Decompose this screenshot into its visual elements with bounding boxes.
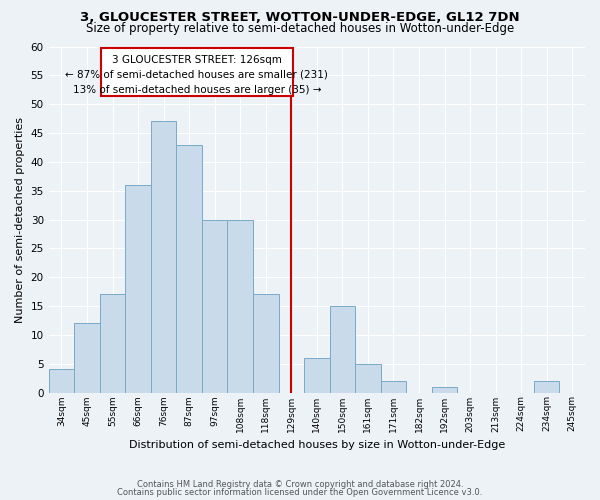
Text: 13% of semi-detached houses are larger (35) →: 13% of semi-detached houses are larger (… (73, 84, 321, 94)
Bar (49, 370, 74, 392)
Bar (100, 294, 125, 392)
Bar (432, 386, 457, 392)
Bar (74, 324, 100, 392)
Y-axis label: Number of semi-detached properties: Number of semi-detached properties (15, 116, 25, 322)
Bar (125, 185, 151, 392)
Bar (534, 381, 559, 392)
Bar (202, 220, 227, 392)
FancyBboxPatch shape (101, 48, 293, 96)
X-axis label: Distribution of semi-detached houses by size in Wotton-under-Edge: Distribution of semi-detached houses by … (129, 440, 505, 450)
Bar (151, 122, 176, 392)
Text: 3, GLOUCESTER STREET, WOTTON-UNDER-EDGE, GL12 7DN: 3, GLOUCESTER STREET, WOTTON-UNDER-EDGE,… (80, 11, 520, 24)
Bar (355, 364, 380, 392)
Bar (304, 358, 329, 392)
Text: Contains HM Land Registry data © Crown copyright and database right 2024.: Contains HM Land Registry data © Crown c… (137, 480, 463, 489)
Text: Contains public sector information licensed under the Open Government Licence v3: Contains public sector information licen… (118, 488, 482, 497)
Text: 3 GLOUCESTER STREET: 126sqm: 3 GLOUCESTER STREET: 126sqm (112, 54, 282, 64)
Bar (176, 144, 202, 392)
Text: Size of property relative to semi-detached houses in Wotton-under-Edge: Size of property relative to semi-detach… (86, 22, 514, 35)
Bar (380, 381, 406, 392)
Text: ← 87% of semi-detached houses are smaller (231): ← 87% of semi-detached houses are smalle… (65, 70, 328, 80)
Bar (329, 306, 355, 392)
Bar (227, 220, 253, 392)
Bar (253, 294, 278, 392)
